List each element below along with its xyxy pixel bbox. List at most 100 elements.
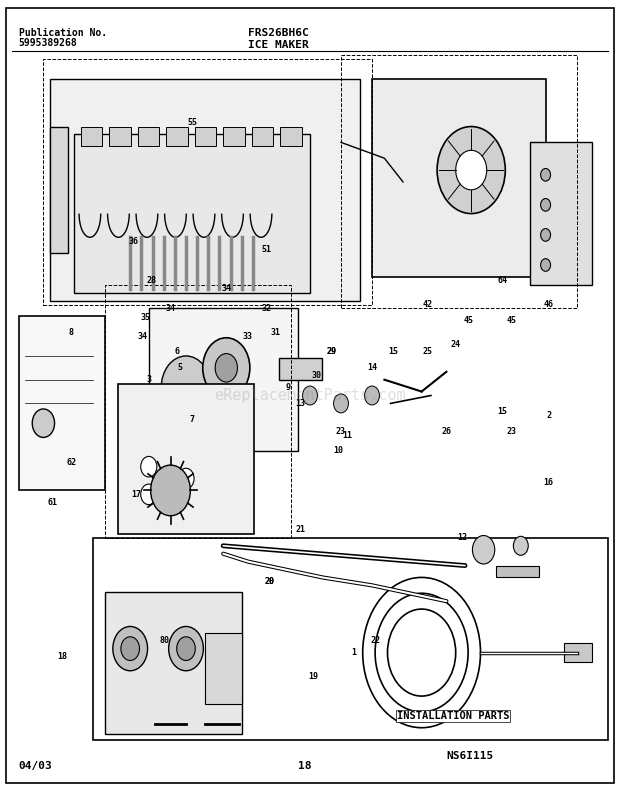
Bar	[166, 127, 188, 146]
Bar	[341, 55, 577, 308]
Circle shape	[161, 356, 211, 419]
Circle shape	[203, 338, 250, 398]
Text: Publication No.: Publication No.	[19, 28, 107, 38]
Text: eReplacementParts.com: eReplacementParts.com	[214, 388, 406, 403]
Text: 18: 18	[298, 761, 311, 771]
Circle shape	[541, 199, 551, 211]
Circle shape	[541, 229, 551, 241]
Text: 20: 20	[265, 577, 275, 586]
Bar	[252, 127, 273, 146]
Circle shape	[141, 456, 157, 477]
Text: 33: 33	[243, 331, 253, 341]
Text: FRS26BH6C: FRS26BH6C	[248, 28, 309, 38]
Bar	[496, 566, 539, 577]
Bar	[93, 538, 608, 740]
Text: 23: 23	[507, 426, 516, 436]
Text: 42: 42	[423, 300, 433, 309]
Bar	[81, 127, 102, 146]
Circle shape	[113, 626, 148, 671]
Text: INSTALLATION PARTS: INSTALLATION PARTS	[397, 711, 509, 721]
Text: 13: 13	[296, 399, 306, 408]
Circle shape	[541, 168, 551, 181]
Bar	[149, 308, 298, 451]
Text: 1: 1	[351, 648, 356, 657]
Circle shape	[472, 536, 495, 564]
Text: 35: 35	[141, 313, 151, 323]
Text: 10: 10	[333, 446, 343, 456]
Text: 29: 29	[327, 347, 337, 357]
Text: 22: 22	[370, 636, 380, 645]
Text: 29: 29	[327, 347, 337, 357]
Text: 04/03: 04/03	[19, 761, 52, 771]
Text: 28: 28	[147, 276, 157, 286]
Bar	[105, 285, 291, 538]
Text: 11: 11	[342, 430, 352, 440]
Circle shape	[224, 397, 247, 426]
Text: 45: 45	[463, 316, 473, 325]
Text: 45: 45	[507, 316, 516, 325]
Bar	[105, 592, 242, 734]
Bar	[564, 643, 592, 662]
Bar	[530, 142, 592, 285]
Text: 21: 21	[296, 525, 306, 535]
Circle shape	[177, 637, 195, 660]
Text: 51: 51	[262, 244, 272, 254]
Text: 9: 9	[286, 383, 291, 392]
Text: 15: 15	[497, 407, 507, 416]
Circle shape	[151, 465, 190, 516]
Text: 34: 34	[221, 284, 231, 293]
Bar	[195, 127, 216, 146]
Bar	[138, 127, 159, 146]
Text: 61: 61	[48, 498, 58, 507]
Bar	[223, 127, 245, 146]
Circle shape	[224, 350, 247, 378]
Text: 25: 25	[423, 347, 433, 357]
Circle shape	[365, 386, 379, 405]
Text: 26: 26	[441, 426, 451, 436]
Circle shape	[178, 468, 194, 489]
Text: 34: 34	[166, 304, 175, 313]
Circle shape	[456, 150, 487, 190]
Text: 16: 16	[544, 478, 554, 487]
Text: 34: 34	[138, 331, 148, 341]
Circle shape	[141, 484, 157, 505]
Text: 5995389268: 5995389268	[19, 38, 78, 48]
Circle shape	[541, 259, 551, 271]
Circle shape	[215, 354, 237, 382]
Circle shape	[32, 409, 55, 437]
Circle shape	[303, 386, 317, 405]
Text: 18: 18	[57, 652, 67, 661]
Bar	[19, 316, 105, 490]
Text: 55: 55	[187, 118, 197, 127]
Text: 12: 12	[457, 533, 467, 543]
Bar	[50, 79, 360, 301]
Text: ICE MAKER: ICE MAKER	[248, 40, 309, 50]
Bar	[109, 127, 131, 146]
Text: 8: 8	[69, 327, 74, 337]
Text: 7: 7	[190, 414, 195, 424]
Text: 23: 23	[336, 426, 346, 436]
Text: 20: 20	[265, 577, 275, 586]
Circle shape	[513, 536, 528, 555]
Text: 46: 46	[544, 300, 554, 309]
Text: 80: 80	[159, 636, 169, 645]
Text: 31: 31	[271, 327, 281, 337]
Bar	[118, 384, 254, 534]
Text: 15: 15	[389, 347, 399, 357]
Circle shape	[169, 626, 203, 671]
Text: 24: 24	[451, 339, 461, 349]
Text: 30: 30	[311, 371, 321, 380]
Text: 5: 5	[177, 363, 182, 373]
Text: 64: 64	[497, 276, 507, 286]
Text: 62: 62	[66, 458, 76, 467]
Bar	[43, 59, 372, 305]
Bar	[372, 79, 546, 277]
Text: 17: 17	[131, 490, 141, 499]
Circle shape	[437, 127, 505, 214]
Bar	[74, 134, 310, 293]
Text: 36: 36	[128, 237, 138, 246]
Circle shape	[121, 637, 140, 660]
Bar	[205, 633, 242, 704]
Text: 2: 2	[546, 411, 551, 420]
Circle shape	[334, 394, 348, 413]
